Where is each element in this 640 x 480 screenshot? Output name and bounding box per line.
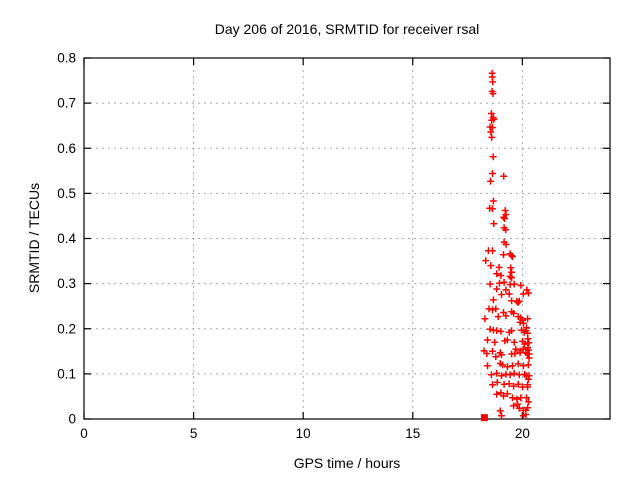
y-axis-label: SRMTID / TECUs xyxy=(26,182,42,294)
y-tick-label: 0.4 xyxy=(57,231,76,246)
x-tick-label: 10 xyxy=(296,426,311,441)
x-tick-label: 20 xyxy=(515,426,530,441)
y-tick-label: 0.1 xyxy=(57,366,76,381)
y-tick-label: 0.8 xyxy=(57,51,76,66)
x-tick-label: 5 xyxy=(190,426,198,441)
y-tick-label: 0 xyxy=(68,412,76,427)
x-axis-label: GPS time / hours xyxy=(293,455,401,471)
y-tick-label: 0.7 xyxy=(57,96,76,111)
chart-title: Day 206 of 2016, SRMTID for receiver rsa… xyxy=(214,21,480,37)
x-tick-label: 15 xyxy=(405,426,420,441)
y-tick-label: 0.5 xyxy=(57,186,76,201)
y-tick-label: 0.3 xyxy=(57,276,76,291)
data-points xyxy=(480,69,533,420)
data-point-square xyxy=(480,414,488,422)
y-tick-label: 0.6 xyxy=(57,141,76,156)
y-tick-label: 0.2 xyxy=(57,321,76,336)
x-tick-label: 0 xyxy=(80,426,88,441)
